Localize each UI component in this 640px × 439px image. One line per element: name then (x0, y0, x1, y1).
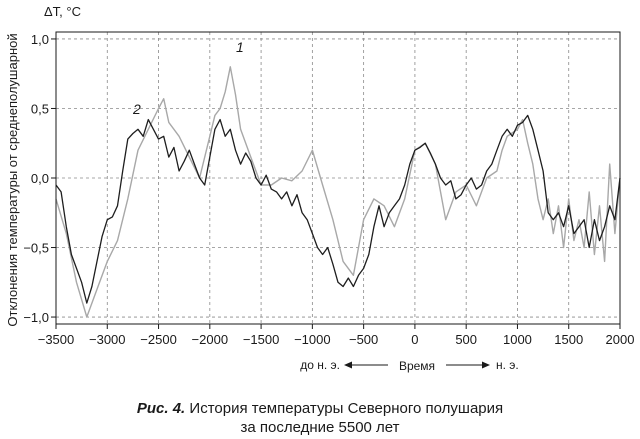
era-axis: до н. э. Время н. э. (300, 358, 519, 373)
caption-line-2: за последние 5500 лет (240, 419, 400, 436)
x-tick-label: 0 (411, 332, 418, 347)
figure-number: Рис. 4. (136, 400, 186, 417)
era-bce-label: до н. э. (300, 358, 340, 372)
series-1-line (55, 66, 621, 318)
x-tick-label: −2000 (192, 332, 229, 347)
x-tick-label: 1500 (554, 332, 583, 347)
y-tick-label: 1,0 (31, 32, 49, 47)
x-tick-label: −1500 (243, 332, 280, 347)
caption-text-1: История температуры Северного полушария (189, 400, 504, 417)
y-tick-label: −1,0 (23, 310, 49, 325)
x-tick-label: −3000 (89, 332, 126, 347)
x-tick-label: −2500 (140, 332, 177, 347)
grid-lines (55, 32, 621, 324)
y-tick-label: −0,5 (23, 241, 49, 256)
y-tick-label: 0,0 (31, 171, 49, 186)
x-tick-label: 1000 (503, 332, 532, 347)
y-unit-label: ΔT, °C (44, 4, 81, 19)
x-tick-label: −500 (349, 332, 378, 347)
y-tick-label: 0,5 (31, 101, 49, 116)
era-arrowhead-left (344, 361, 352, 369)
time-axis-label: Время (399, 359, 435, 373)
series-2-line (55, 114, 621, 304)
data-series (55, 66, 621, 318)
x-tick-label: −3500 (38, 332, 75, 347)
era-ce-label: н. э. (496, 358, 519, 372)
era-arrowhead-right (482, 361, 490, 369)
x-tick-label: 500 (455, 332, 477, 347)
y-axis-label: Отклонения температуры от среднеполушарн… (5, 33, 20, 326)
curve-label-1: 1 (236, 39, 244, 55)
caption-line-1: Рис. 4. История температуры Северного по… (0, 399, 640, 418)
figure-caption: Рис. 4. История температуры Северного по… (0, 399, 640, 437)
curve-label-2: 2 (132, 101, 141, 117)
x-tick-label: 2000 (606, 332, 635, 347)
x-tick-label: −1000 (294, 332, 331, 347)
axis-ticks: −3500 −3000 −2500 −2000 −1500 −1000 −500 0 500 10… (23, 32, 634, 347)
